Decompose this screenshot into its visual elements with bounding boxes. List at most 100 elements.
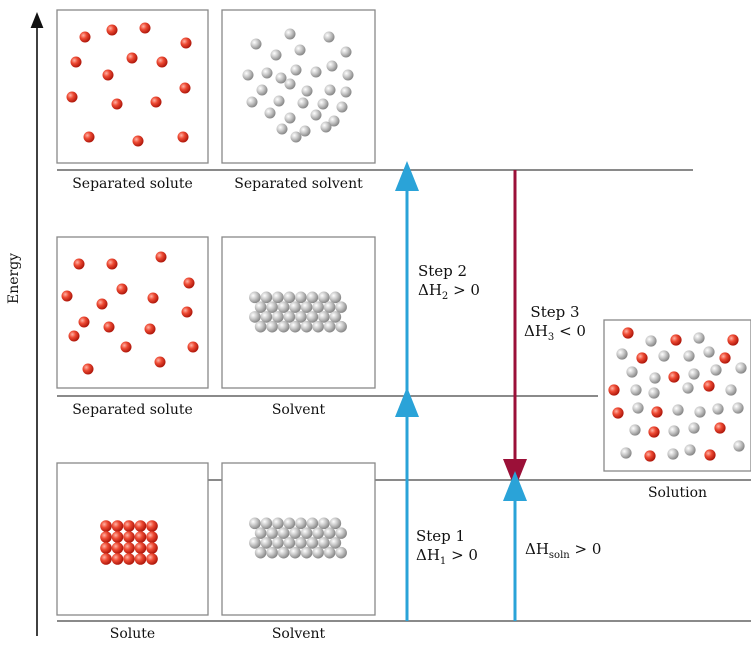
solute-particle	[106, 24, 118, 36]
solute-particle	[181, 306, 193, 318]
solute-particle	[126, 52, 138, 64]
solvent-particle	[335, 320, 347, 333]
solute-particle	[727, 334, 739, 346]
solvent-particle	[694, 406, 706, 418]
solute-particle	[612, 407, 624, 419]
step1-title: Step 1	[416, 527, 466, 545]
solvent-particle	[260, 517, 273, 530]
solvent-particle	[289, 546, 301, 559]
solvent-particle	[295, 291, 307, 304]
solute-particle	[100, 542, 112, 554]
solute-particle	[111, 542, 124, 554]
solvent-particle	[284, 112, 296, 124]
solute-particle	[111, 553, 124, 565]
particles-separated-solvent-top	[242, 28, 354, 143]
solvent-particle	[272, 537, 284, 549]
solute-particle	[146, 553, 158, 565]
solute-particle	[103, 321, 115, 333]
solvent-particle	[290, 131, 302, 143]
solvent-particle	[710, 364, 722, 376]
energy-axis-label: Energy	[6, 252, 22, 304]
step1-annotation: Step 1 ΔH1 > 0	[416, 527, 478, 571]
solute-particle	[139, 22, 151, 34]
solute-particle	[704, 449, 716, 461]
solvent-particle	[289, 527, 301, 539]
solvent-particle	[261, 67, 273, 79]
solvent-particle	[295, 517, 307, 530]
solvent-particle	[254, 527, 267, 539]
solvent-particle	[294, 44, 306, 56]
step3-delta: ΔH	[524, 322, 548, 340]
solvent-particle	[312, 546, 324, 559]
solvent-particle	[616, 348, 628, 360]
solvent-particle	[323, 546, 336, 559]
solvent-particle	[320, 121, 332, 133]
solute-particle	[111, 98, 123, 110]
solute-particle	[123, 553, 135, 565]
solvent-particle	[335, 301, 347, 313]
solvent-particle	[277, 301, 290, 313]
step2-subscript: 2	[441, 291, 449, 302]
solute-particle	[714, 422, 726, 434]
solvent-particle	[329, 517, 342, 530]
solvent-particle	[266, 546, 278, 559]
solvent-particle	[306, 311, 319, 323]
solute-particle	[703, 380, 715, 392]
solvent-particle	[672, 404, 684, 416]
solvent-particle	[684, 444, 696, 456]
label-solution: Solution	[647, 485, 708, 501]
solute-particle	[134, 553, 147, 565]
solvent-particle	[306, 291, 319, 304]
label-separated-solute-top: Separated solute	[72, 176, 193, 192]
solvent-particle	[266, 301, 278, 313]
solute-particle	[116, 283, 128, 295]
solvent-particle	[318, 537, 330, 549]
solvent-particle	[300, 301, 313, 313]
solvent-particle	[329, 291, 342, 304]
solvent-particle	[272, 291, 284, 304]
solvent-particle	[336, 101, 348, 113]
solute-particle	[70, 56, 82, 68]
soln-subscript: soln	[548, 550, 570, 561]
solvent-particle	[250, 38, 262, 50]
step1-relation: > 0	[446, 546, 478, 564]
solvent-particle	[312, 320, 324, 333]
solvent-particle	[648, 387, 660, 399]
particles-solution	[608, 327, 747, 462]
solvent-particle	[277, 320, 290, 333]
solute-particle	[134, 520, 147, 532]
step3-title: Step 3	[530, 303, 580, 321]
solvent-particle	[312, 301, 324, 313]
solute-particle	[147, 292, 159, 304]
solvent-particle	[310, 66, 322, 78]
label-solute-bottom: Solute	[109, 626, 156, 642]
solute-particle	[651, 406, 663, 418]
step1-subscript: 1	[439, 556, 447, 567]
solvent-particle	[290, 64, 302, 76]
solute-particle	[106, 258, 118, 270]
solvent-particle	[300, 527, 313, 539]
solute-particle	[134, 531, 147, 543]
solute-particle	[146, 531, 158, 543]
solvent-particle	[324, 84, 336, 96]
particles-solute-bottom	[100, 520, 158, 565]
solvent-particle	[300, 546, 313, 559]
solvent-particle	[270, 49, 282, 61]
solute-particle	[648, 426, 660, 438]
solvent-particle	[649, 372, 661, 384]
solute-particle	[100, 520, 112, 532]
particles-separated-solute-middle	[61, 251, 199, 375]
solvent-particle	[283, 517, 296, 530]
label-separated-solute-middle: Separated solute	[72, 402, 193, 418]
solvent-particle	[283, 311, 296, 323]
solvent-particle	[289, 301, 301, 313]
solute-particle	[670, 334, 682, 346]
label-separated-solvent-top: Separated solvent	[234, 176, 363, 192]
solvent-particle	[272, 517, 284, 530]
step1-delta: ΔH	[416, 546, 440, 564]
solute-particle	[183, 277, 195, 289]
solute-particle	[79, 31, 91, 43]
solvent-particle	[306, 537, 319, 549]
solvent-particle	[335, 546, 347, 559]
